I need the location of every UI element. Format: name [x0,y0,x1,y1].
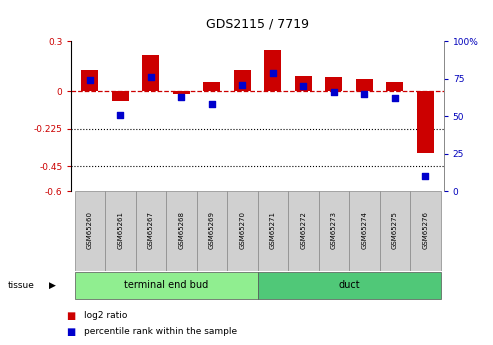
Point [360,91,368,97]
Point [269,70,277,76]
Point [86,78,94,83]
Text: GDS2115 / 7719: GDS2115 / 7719 [206,17,309,30]
Bar [417,91,434,153]
Bar [288,191,318,271]
Text: percentile rank within the sample: percentile rank within the sample [84,327,237,336]
Point [177,94,185,100]
Point [422,174,429,179]
Point [147,75,155,80]
Text: log2 ratio: log2 ratio [84,311,127,320]
Point [208,102,216,107]
Bar [74,272,258,299]
Bar [173,91,190,94]
Bar [112,91,129,101]
Text: ▶: ▶ [49,281,56,290]
Text: GSM65273: GSM65273 [331,210,337,248]
Bar [81,70,98,91]
Text: terminal end bud: terminal end bud [124,280,208,290]
Bar [197,191,227,271]
Text: GSM65275: GSM65275 [392,211,398,248]
Text: GSM65276: GSM65276 [423,210,428,248]
Text: tissue: tissue [7,281,35,290]
Bar [380,191,410,271]
Bar [318,191,349,271]
Bar [257,272,441,299]
Bar [257,191,288,271]
Bar [105,191,136,271]
Text: GSM65269: GSM65269 [209,210,215,248]
Text: GSM65274: GSM65274 [361,211,367,248]
Point [330,90,338,95]
Point [391,96,399,101]
Text: GSM65261: GSM65261 [117,210,123,248]
Point [299,84,307,89]
Text: GSM65270: GSM65270 [239,210,246,248]
Point [239,82,246,88]
Bar [356,79,373,91]
Text: GSM65268: GSM65268 [178,210,184,248]
Text: GSM65271: GSM65271 [270,210,276,248]
Bar [387,82,403,91]
Bar [74,191,105,271]
Bar [227,191,258,271]
Text: GSM65272: GSM65272 [300,211,306,248]
Point [116,112,124,118]
Bar [325,77,342,91]
Bar [264,50,281,91]
Bar [142,55,159,91]
Bar [136,191,166,271]
Text: GSM65260: GSM65260 [87,210,93,248]
Bar [295,76,312,91]
Bar [166,191,197,271]
Text: ■: ■ [67,311,76,321]
Bar [234,70,251,91]
Text: duct: duct [338,280,360,290]
Bar [204,82,220,91]
Text: ■: ■ [67,327,76,337]
Text: GSM65267: GSM65267 [148,210,154,248]
Bar [349,191,380,271]
Bar [410,191,441,271]
